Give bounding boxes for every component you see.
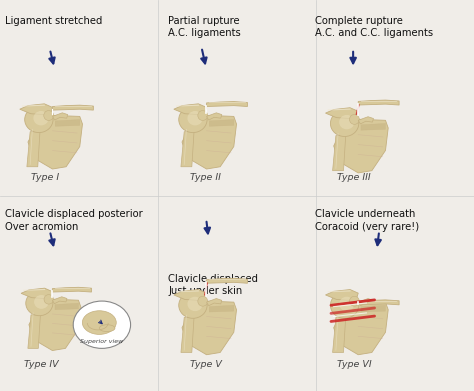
Polygon shape (29, 299, 81, 350)
Ellipse shape (330, 110, 359, 136)
Polygon shape (207, 102, 247, 106)
Polygon shape (174, 289, 207, 300)
Polygon shape (182, 301, 237, 355)
Ellipse shape (33, 111, 49, 126)
Ellipse shape (26, 291, 53, 316)
Polygon shape (207, 113, 222, 120)
Ellipse shape (99, 325, 115, 332)
Ellipse shape (339, 115, 355, 129)
Polygon shape (361, 305, 385, 312)
Ellipse shape (198, 111, 208, 120)
Polygon shape (334, 119, 388, 173)
Polygon shape (21, 288, 52, 298)
Polygon shape (181, 317, 194, 353)
Ellipse shape (193, 114, 205, 127)
Polygon shape (55, 303, 78, 310)
Text: Ligament stretched: Ligament stretched (5, 16, 102, 26)
Text: Type II: Type II (190, 173, 220, 182)
Ellipse shape (198, 296, 208, 306)
Ellipse shape (193, 300, 205, 313)
Polygon shape (326, 108, 358, 118)
Ellipse shape (82, 311, 116, 334)
Ellipse shape (40, 298, 51, 311)
Polygon shape (53, 113, 68, 120)
Polygon shape (52, 287, 91, 292)
Polygon shape (28, 315, 40, 348)
Polygon shape (358, 100, 399, 105)
Polygon shape (53, 105, 93, 110)
Text: Clavicle displaced posterior
Over acromion: Clavicle displaced posterior Over acromi… (5, 209, 143, 231)
Polygon shape (174, 104, 207, 115)
Text: Clavicle displaced
Just under skin: Clavicle displaced Just under skin (168, 274, 258, 296)
Polygon shape (358, 299, 374, 306)
Ellipse shape (345, 300, 357, 313)
Ellipse shape (187, 111, 203, 126)
Polygon shape (333, 136, 346, 170)
Polygon shape (181, 132, 194, 167)
Ellipse shape (349, 115, 359, 124)
Text: Clavicle underneath
Coracoid (very rare!): Clavicle underneath Coracoid (very rare!… (315, 209, 419, 231)
Polygon shape (28, 115, 82, 169)
Text: Type I: Type I (31, 173, 59, 182)
Text: Complete rupture
A.C. and C.C. ligaments: Complete rupture A.C. and C.C. ligaments (315, 16, 433, 38)
Polygon shape (52, 297, 67, 304)
Ellipse shape (34, 295, 49, 309)
Polygon shape (207, 278, 247, 283)
Polygon shape (358, 300, 399, 305)
Ellipse shape (44, 295, 54, 304)
Polygon shape (210, 305, 234, 312)
Polygon shape (207, 299, 222, 306)
Text: Type III: Type III (337, 173, 370, 182)
Ellipse shape (25, 106, 53, 133)
Ellipse shape (179, 292, 207, 318)
Text: Type IV: Type IV (24, 361, 58, 369)
Polygon shape (334, 301, 388, 355)
Polygon shape (326, 289, 358, 300)
Polygon shape (210, 120, 234, 126)
Ellipse shape (349, 296, 359, 306)
Ellipse shape (187, 297, 203, 311)
Ellipse shape (339, 297, 355, 311)
Ellipse shape (179, 106, 207, 133)
Polygon shape (358, 117, 374, 124)
Text: Type VI: Type VI (337, 361, 371, 369)
Ellipse shape (330, 292, 359, 318)
Ellipse shape (39, 114, 51, 127)
Text: Superior view: Superior view (80, 339, 124, 344)
Circle shape (73, 301, 130, 348)
Ellipse shape (44, 111, 54, 120)
Polygon shape (182, 115, 237, 169)
Text: Type V: Type V (190, 361, 221, 369)
Ellipse shape (345, 118, 357, 131)
Polygon shape (27, 132, 40, 167)
Text: Partial rupture
A.C. ligaments: Partial rupture A.C. ligaments (168, 16, 241, 38)
Polygon shape (333, 317, 346, 353)
Polygon shape (20, 104, 53, 115)
Polygon shape (55, 120, 80, 126)
Polygon shape (361, 124, 385, 130)
